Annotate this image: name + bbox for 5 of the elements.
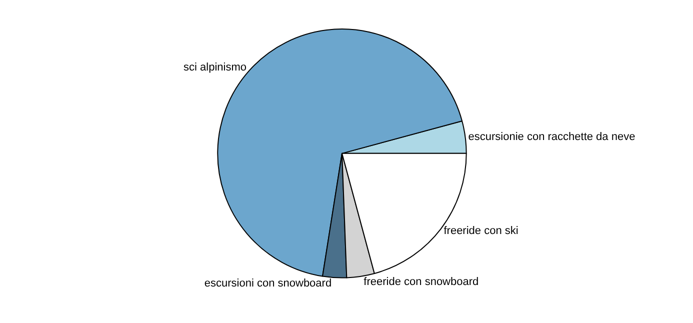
slice-label: escursioni con snowboard — [204, 278, 332, 290]
slice-label: sci alpinismo — [184, 62, 246, 74]
slice-label: freeride con ski — [444, 225, 518, 238]
slice-label: escursionie con racchette da neve — [468, 130, 636, 143]
slice-label: freeride con snowboard — [364, 276, 479, 288]
